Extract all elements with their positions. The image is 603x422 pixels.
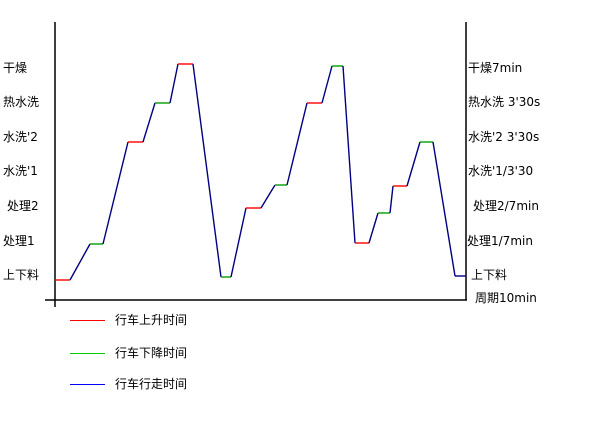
trajectory-segment-travel	[368, 212, 379, 244]
station-label: 处理1	[3, 234, 35, 248]
legend-label: 行车下降时间	[115, 346, 188, 360]
trajectory-segment-travel	[102, 141, 129, 245]
trajectory-segment-travel	[342, 65, 356, 244]
trajectory-segment-travel	[260, 184, 276, 209]
trajectory-segment-travel	[406, 141, 421, 187]
duration-label: 处理2/7min	[473, 199, 539, 213]
trajectory-segment-travel	[142, 102, 156, 143]
station-label: 处理2	[7, 199, 39, 213]
trajectory-segment-travel	[169, 63, 179, 104]
duration-label: 上下料	[471, 268, 508, 282]
trajectory-segment-travel	[389, 185, 394, 214]
trajectory-segment-travel	[432, 141, 456, 277]
station-label: 水洗'2	[3, 130, 38, 144]
station-label: 干燥	[3, 61, 28, 75]
legend-line-swatch	[70, 353, 105, 354]
duration-label: 水洗'2 3'30s	[468, 130, 540, 144]
trajectory-segment-travel	[192, 63, 222, 278]
trajectory-segment-travel	[230, 207, 247, 278]
duration-label: 干燥7min	[468, 61, 523, 75]
trajectory-segment-travel	[286, 102, 308, 186]
legend-label: 行车行走时间	[115, 377, 188, 391]
legend-line-swatch	[70, 384, 105, 385]
legend-line-swatch	[70, 320, 105, 321]
trajectory-segment-travel	[321, 65, 333, 104]
duration-label: 水洗'1/3'30	[468, 164, 534, 178]
duration-label: 周期10min	[475, 291, 537, 305]
duration-label: 热水洗 3'30s	[468, 95, 541, 109]
legend-label: 行车上升时间	[115, 313, 188, 327]
trajectory-segment-travel	[69, 243, 91, 281]
station-label: 热水洗	[3, 95, 40, 109]
station-label: 水洗'1	[3, 164, 38, 178]
station-label: 上下料	[3, 268, 40, 282]
duration-label: 处理1/7min	[467, 234, 533, 248]
